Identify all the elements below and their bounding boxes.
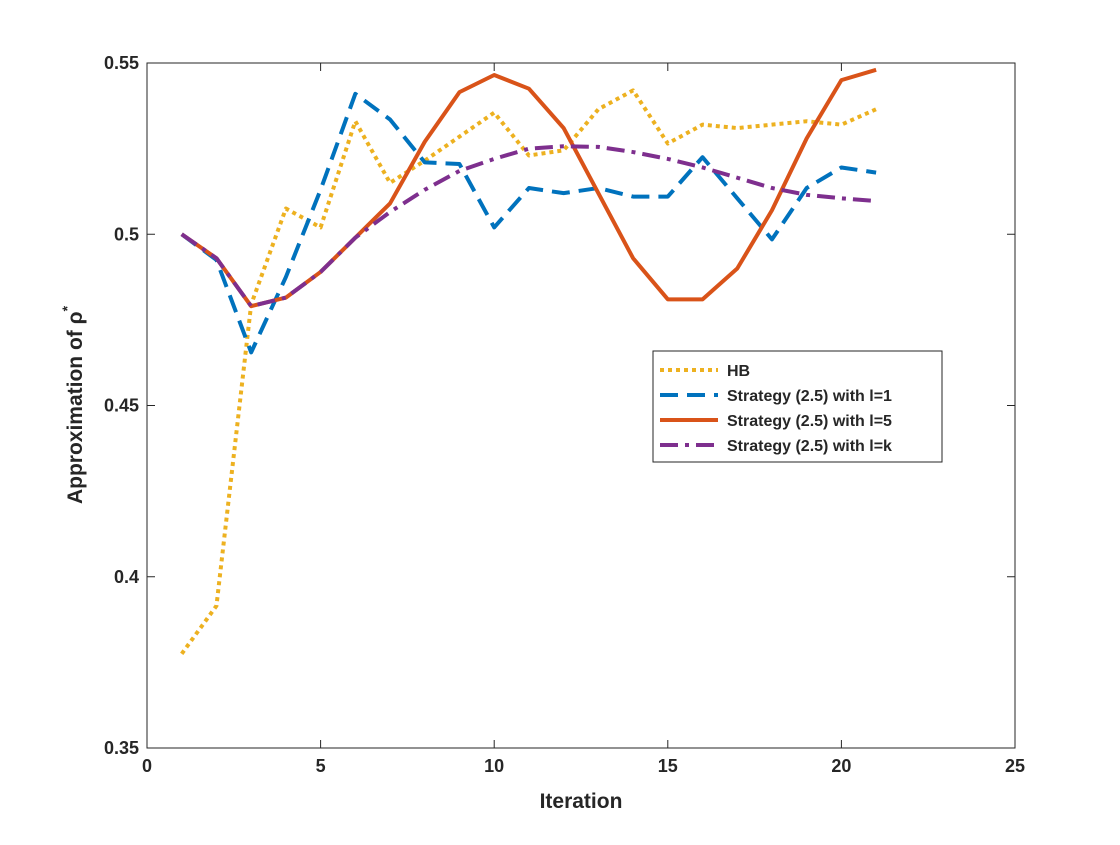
x-tick-label: 5 <box>316 756 326 776</box>
x-tick-label: 20 <box>831 756 851 776</box>
legend: HB Strategy (2.5) with l=1 Strategy (2.5) … <box>652 350 943 463</box>
legend-items: HB Strategy (2.5) with l=1 Strategy (2.5) … <box>660 363 892 455</box>
y-axis-label-superscript: * <box>59 305 75 311</box>
x-tick-label: 15 <box>658 756 678 776</box>
ticks-layer: 0 5 10 15 20 25 0.35 0.4 0.45 0.5 0.55 <box>104 53 1025 776</box>
x-tick-label: 0 <box>142 756 152 776</box>
series-line-1 <box>180 88 877 655</box>
legend-label-1: HB <box>727 363 750 380</box>
y-tick-label: 0.5 <box>114 224 139 244</box>
series-layer <box>180 67 877 655</box>
legend-label-2: Strategy (2.5) with l=1 <box>727 388 892 405</box>
series-line-4 <box>180 144 877 309</box>
x-tick-label: 10 <box>484 756 504 776</box>
x-axis-label: Iteration <box>540 790 623 813</box>
y-axis-label-text: Approximation of ρ <box>64 311 87 504</box>
y-tick-label: 0.35 <box>104 738 139 758</box>
series-line-2 <box>180 91 877 355</box>
y-axis-label: Approximation of ρ* <box>59 305 87 504</box>
legend-label-4: Strategy (2.5) with l=k <box>727 438 892 455</box>
y-tick-label: 0.45 <box>104 396 139 416</box>
y-tick-label: 0.55 <box>104 53 139 73</box>
x-tick-label: 25 <box>1005 756 1025 776</box>
legend-label-3: Strategy (2.5) with l=5 <box>727 413 892 430</box>
y-tick-label: 0.4 <box>114 567 139 587</box>
